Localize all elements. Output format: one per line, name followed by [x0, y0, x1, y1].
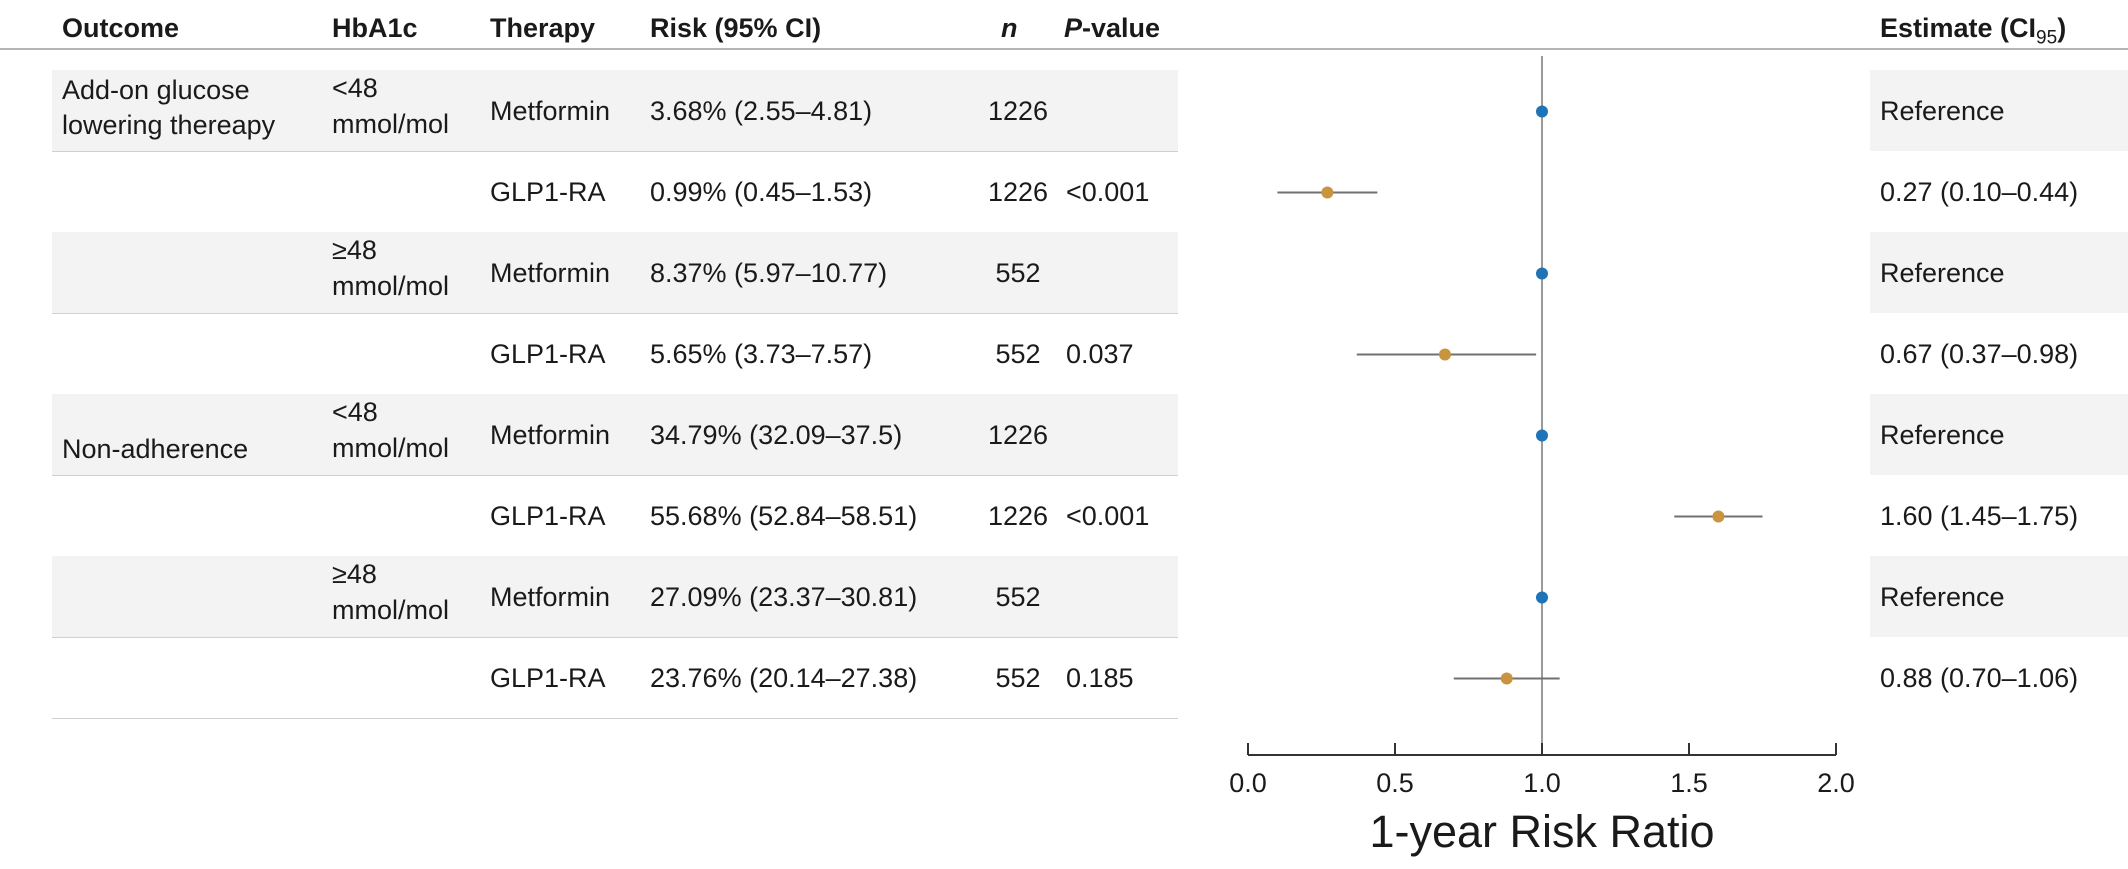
cell-n: 552: [995, 662, 1041, 693]
cell-hba1c-line2: mmol/mol: [332, 109, 450, 139]
estimate-row-band: [1870, 394, 2128, 475]
x-tick-label: 0.0: [1229, 768, 1267, 798]
point-glp1ra: [1438, 348, 1451, 361]
cell-n: 552: [995, 581, 1041, 612]
cell-outcome-line2: lowering thereapy: [62, 110, 276, 140]
estimate-row-band: [1870, 232, 2128, 313]
cell-pvalue: <0.001: [1066, 176, 1150, 207]
cell-risk: 23.76% (20.14–27.38): [650, 662, 918, 693]
cell-therapy: GLP1-RA: [490, 500, 606, 531]
point-metformin: [1536, 105, 1548, 118]
cell-risk: 34.79% (32.09–37.5): [650, 419, 903, 450]
row-divider: [52, 151, 1178, 152]
header-hba1c: HbA1c: [332, 13, 418, 43]
cell-hba1c-line2: mmol/mol: [332, 433, 450, 463]
cell-hba1c-line1: ≥48: [332, 235, 377, 265]
point-glp1ra: [1712, 510, 1725, 523]
x-tick-label: 1.5: [1670, 768, 1708, 798]
point-metformin: [1536, 591, 1548, 604]
cell-risk: 5.65% (3.73–7.57): [650, 338, 873, 369]
header-estimate-close: ): [2057, 13, 2067, 43]
cell-therapy: Metformin: [490, 95, 611, 126]
header-estimate: Estimate (CI95): [1880, 10, 2067, 49]
header-n: n: [1001, 13, 1018, 43]
cell-therapy: GLP1-RA: [490, 662, 606, 693]
cell-hba1c-line1: <48: [332, 397, 378, 427]
cell-estimate: 0.67 (0.37–0.98): [1880, 338, 2079, 369]
cell-pvalue: 0.037: [1066, 338, 1134, 369]
estimate-row-band: [1870, 556, 2128, 637]
cell-risk: 3.68% (2.55–4.81): [650, 95, 873, 126]
cell-n: 1226: [987, 95, 1049, 126]
cell-estimate: Reference: [1880, 419, 2005, 450]
cell-therapy: GLP1-RA: [490, 176, 606, 207]
cell-hba1c-line1: <48: [332, 73, 378, 103]
cell-outcome-line1: Add-on glucose: [62, 75, 250, 105]
cell-estimate: 0.27 (0.10–0.44): [1880, 176, 2079, 207]
cell-estimate: 1.60 (1.45–1.75): [1880, 500, 2079, 531]
header-outcome: Outcome: [62, 13, 180, 43]
row-divider: [52, 718, 1178, 719]
point-metformin: [1536, 429, 1548, 442]
cell-therapy: Metformin: [490, 257, 611, 288]
header-estimate-main: Estimate (CI: [1880, 13, 2037, 43]
cell-estimate: Reference: [1880, 581, 2005, 612]
header-rule: [0, 48, 2128, 50]
cell-hba1c-line2: mmol/mol: [332, 595, 450, 625]
table-row-band: [52, 70, 1178, 151]
cell-therapy: GLP1-RA: [490, 338, 606, 369]
point-metformin: [1536, 267, 1548, 280]
cell-n: 1226: [987, 176, 1049, 207]
table-row-band: [52, 394, 1178, 475]
row-divider: [52, 637, 1178, 638]
cell-n: 1226: [987, 419, 1049, 450]
cell-hba1c-line2: mmol/mol: [332, 271, 450, 301]
cell-pvalue: <0.001: [1066, 500, 1150, 531]
x-tick-label: 1.0: [1523, 768, 1561, 798]
cell-risk: 27.09% (23.37–30.81): [650, 581, 918, 612]
cell-estimate: Reference: [1880, 95, 2005, 126]
cell-outcome-line2: Non-adherence: [62, 434, 249, 464]
cell-n: 1226: [987, 500, 1049, 531]
cell-estimate: Reference: [1880, 257, 2005, 288]
table-row-band: [52, 556, 1178, 637]
x-tick-label: 0.5: [1376, 768, 1414, 798]
point-glp1ra: [1321, 186, 1334, 199]
cell-risk: 0.99% (0.45–1.53): [650, 176, 873, 207]
header-pvalue: P-value: [1064, 10, 1160, 46]
cell-n: 552: [995, 257, 1041, 288]
cell-risk: 8.37% (5.97–10.77): [650, 257, 888, 288]
header-risk: Risk (95% CI): [650, 13, 822, 43]
x-axis-label: 1-year Risk Ratio: [1369, 806, 1714, 857]
header-pvalue-rest: -value: [1082, 13, 1161, 43]
x-tick-label: 2.0: [1817, 768, 1855, 798]
row-divider: [52, 313, 1178, 314]
estimate-row-band: [1870, 70, 2128, 151]
table-row-band: [52, 232, 1178, 313]
point-glp1ra: [1500, 672, 1513, 685]
row-divider: [52, 475, 1178, 476]
header-pvalue-p: P: [1064, 13, 1083, 43]
cell-risk: 55.68% (52.84–58.51): [650, 500, 918, 531]
cell-hba1c-line1: ≥48: [332, 559, 377, 589]
cell-pvalue: 0.185: [1066, 662, 1134, 693]
header-therapy: Therapy: [490, 13, 596, 43]
cell-n: 552: [995, 338, 1041, 369]
header-estimate-sub: 95: [2036, 27, 2058, 49]
cell-therapy: Metformin: [490, 581, 611, 612]
cell-therapy: Metformin: [490, 419, 611, 450]
cell-estimate: 0.88 (0.70–1.06): [1880, 662, 2079, 693]
